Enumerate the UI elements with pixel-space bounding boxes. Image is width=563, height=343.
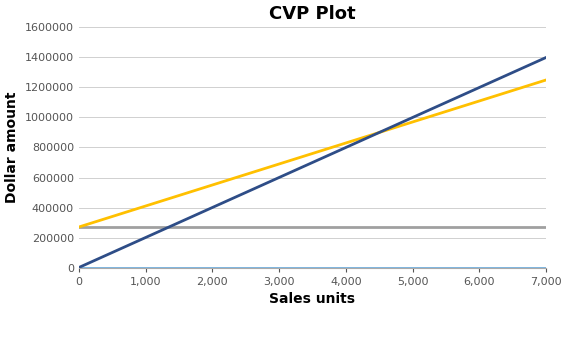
X-axis label: Sales units: Sales units	[270, 292, 355, 306]
Y-axis label: Dollar amount: Dollar amount	[5, 92, 19, 203]
Title: CVP Plot: CVP Plot	[269, 5, 356, 23]
